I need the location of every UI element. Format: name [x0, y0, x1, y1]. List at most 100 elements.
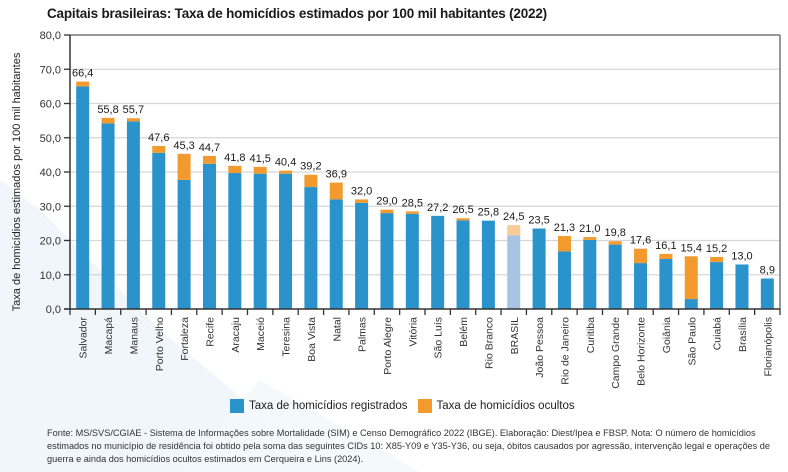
x-tick-label: Belém [458, 317, 470, 347]
data-label: 29,0 [376, 196, 397, 208]
bar-hidden [126, 118, 140, 122]
bar-registered [126, 121, 140, 309]
bar-registered [507, 235, 521, 309]
x-tick-label: Rio Branco [483, 317, 495, 369]
bar-hidden [608, 241, 622, 245]
x-tick-label: Salvador [78, 317, 90, 359]
data-label: 24,5 [503, 211, 524, 223]
data-label: 21,0 [579, 223, 600, 235]
bar-hidden [583, 237, 597, 240]
bar-registered [735, 264, 749, 309]
bar-hidden [152, 145, 166, 153]
bar-registered [405, 213, 419, 309]
y-tick-label: 10,0 [40, 270, 61, 282]
bar-hidden [684, 256, 698, 300]
data-label: 44,7 [199, 142, 220, 154]
bar-registered [532, 228, 546, 309]
x-tick-label: Palmas [357, 317, 369, 352]
bar-hidden [710, 256, 724, 263]
y-tick-label: 30,0 [40, 201, 61, 213]
legend-label-hidden: Taxa de homicídios ocultos [436, 400, 575, 412]
data-label: 19,8 [604, 227, 625, 239]
bar-hidden [304, 174, 318, 188]
x-tick-label: Curitiba [585, 317, 597, 353]
data-label: 16,1 [655, 240, 676, 252]
bar-registered [608, 244, 622, 309]
source-note: Fonte: MS/SVS/CGIAE - Sistema de Informa… [47, 428, 771, 464]
bar-registered [583, 239, 597, 309]
x-tick-label: Rio de Janeiro [559, 317, 571, 385]
bar-registered [202, 163, 216, 309]
bar-registered [380, 213, 394, 309]
y-tick-label: 0,0 [46, 304, 61, 316]
bar-registered [101, 123, 115, 310]
data-label: 55,7 [123, 104, 144, 116]
bar-hidden [253, 166, 267, 174]
bar-registered [659, 258, 673, 309]
bar-hidden [355, 199, 369, 203]
x-tick-label: São Paulo [686, 317, 698, 366]
bar-registered [177, 179, 191, 309]
data-label: 28,5 [402, 197, 423, 209]
x-tick-label: São Luís [433, 317, 445, 358]
data-label: 41,5 [249, 153, 270, 165]
data-label: 66,4 [72, 68, 93, 80]
x-tick-label: Boa Vista [306, 317, 318, 362]
x-tick-label: João Pessoa [534, 317, 546, 378]
bar-hidden [634, 248, 648, 264]
data-label: 45,3 [173, 140, 194, 152]
bar-hidden [101, 117, 115, 124]
data-label: 36,9 [326, 169, 347, 181]
data-label: 26,5 [452, 204, 473, 216]
data-label: 39,2 [300, 161, 321, 173]
x-tick-label: Maceió [255, 317, 267, 351]
data-label: 40,4 [275, 157, 296, 169]
data-label: 15,4 [681, 242, 702, 254]
bar-registered [710, 262, 724, 309]
x-tick-label: Teresina [281, 317, 293, 357]
legend-item-hidden: Taxa de homicídios ocultos [417, 399, 575, 413]
x-tick-label: Porto Velho [154, 317, 166, 371]
x-tick-label: Goiânia [661, 317, 673, 353]
bar-registered [253, 173, 267, 309]
bar-registered [304, 187, 318, 309]
data-label: 27,2 [427, 202, 448, 214]
data-label: 8,9 [760, 265, 775, 277]
data-label: 25,8 [478, 207, 499, 219]
x-tick-label: Natal [331, 317, 343, 342]
bar-registered [431, 215, 445, 309]
x-tick-label: Fortaleza [179, 317, 191, 361]
bar-hidden [507, 225, 521, 236]
x-tick-label: Manaus [128, 317, 140, 354]
y-tick-label: 60,0 [40, 99, 61, 111]
data-label: 41,8 [224, 152, 245, 164]
bar-hidden [76, 81, 90, 87]
x-tick-label: Aracaju [230, 317, 242, 353]
bar-hidden [279, 170, 293, 174]
x-tick-label: Florianópolis [762, 317, 774, 377]
chart-title: Capitais brasileiras: Taxa de homicídios… [47, 6, 547, 21]
x-tick-label: Campo Grande [610, 317, 622, 389]
data-label: 47,6 [148, 132, 169, 144]
bar-registered [760, 278, 774, 309]
x-tick-label: Macapá [103, 317, 115, 355]
bar-hidden [405, 211, 419, 214]
data-label: 32,0 [351, 185, 372, 197]
bar-registered [634, 263, 648, 309]
bar-registered [481, 220, 495, 309]
legend-label-registered: Taxa de homicídios registrados [249, 400, 408, 412]
bar-hidden [329, 182, 343, 200]
y-tick-label: 50,0 [40, 133, 61, 145]
legend-swatch-registered [230, 399, 244, 413]
bar-hidden [380, 209, 394, 214]
bar-hidden [177, 153, 191, 180]
data-label: 17,6 [630, 235, 651, 247]
y-axis-label: Taxa de homicídios estimados por 100 mil… [11, 52, 23, 311]
data-label: 21,3 [554, 222, 575, 234]
legend: Taxa de homicídios registrados Taxa de h… [230, 399, 575, 413]
legend-swatch-hidden [417, 399, 432, 413]
bar-registered [76, 86, 90, 309]
y-tick-label: 20,0 [40, 236, 61, 248]
x-tick-label: Porto Alegre [382, 317, 394, 375]
bar-registered [152, 152, 166, 309]
